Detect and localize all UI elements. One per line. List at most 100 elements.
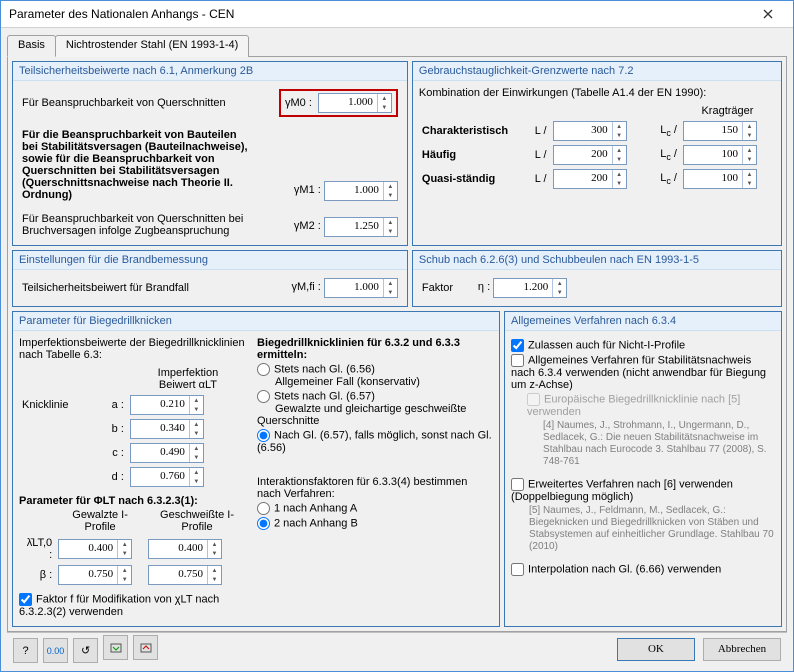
- spinner[interactable]: ▲▼: [383, 279, 397, 297]
- input-quasi-L[interactable]: ▲▼: [553, 169, 627, 189]
- checkbox-faktor-f[interactable]: Faktor f für Modifikation von χLT nach 6…: [19, 593, 249, 618]
- radio-input[interactable]: [257, 363, 270, 376]
- checkbox-interpolation[interactable]: Interpolation nach Gl. (6.66) verwenden: [511, 563, 775, 576]
- radio-label: Stets nach Gl. (6.57): [274, 390, 375, 402]
- radio-input[interactable]: [257, 429, 270, 442]
- radio-anhang-a[interactable]: 1 nach Anhang A: [257, 502, 493, 515]
- export-icon[interactable]: [133, 635, 158, 660]
- spinner[interactable]: ▲▼: [189, 468, 203, 486]
- input-field[interactable]: [554, 170, 612, 186]
- radio-gl657[interactable]: Stets nach Gl. (6.57)Gewalzte und gleich…: [257, 390, 493, 427]
- input-field[interactable]: [319, 94, 377, 110]
- spinner[interactable]: ▲▼: [117, 540, 131, 558]
- input-field[interactable]: [684, 122, 742, 138]
- checkbox-input[interactable]: [511, 478, 524, 491]
- checkbox-input[interactable]: [511, 354, 524, 367]
- checkbox-input[interactable]: [511, 339, 524, 352]
- input-field[interactable]: [325, 182, 383, 198]
- close-button[interactable]: [751, 5, 785, 23]
- spinner[interactable]: ▲▼: [207, 566, 221, 584]
- input-gamma-m2[interactable]: ▲▼: [324, 217, 398, 237]
- radio-input[interactable]: [257, 390, 270, 403]
- reference-text: [4] Naumes, J., Strohmann, I., Ungermann…: [543, 420, 775, 468]
- input-haufig-Lc[interactable]: ▲▼: [683, 145, 757, 165]
- input-beta-welded[interactable]: ▲▼: [148, 565, 222, 585]
- input-field[interactable]: [131, 420, 189, 436]
- spinner[interactable]: ▲▼: [383, 218, 397, 236]
- radio-gl656[interactable]: Stets nach Gl. (6.56)Allgemeiner Fall (k…: [257, 363, 493, 388]
- icon-toolbar: ? 0.00 ↺: [13, 635, 160, 663]
- checkbox-allg-verfahren[interactable]: Allgemeines Verfahren für Stabilitäts­na…: [511, 354, 775, 391]
- radio-gl657-fallback[interactable]: Nach Gl. (6.57), falls möglich, sonst na…: [257, 429, 493, 454]
- header: Imperfektion: [158, 367, 219, 379]
- input-gamma-mfi[interactable]: ▲▼: [324, 278, 398, 298]
- checkbox-input: [527, 393, 540, 406]
- help-icon[interactable]: ?: [13, 638, 38, 663]
- input-field[interactable]: [684, 170, 742, 186]
- label: Quasi-ständig: [422, 173, 495, 185]
- input-eta[interactable]: ▲▼: [493, 278, 567, 298]
- spinner[interactable]: ▲▼: [383, 182, 397, 200]
- checkbox-input[interactable]: [511, 563, 524, 576]
- spinner[interactable]: ▲▼: [207, 540, 221, 558]
- symbol: γM,fi :: [291, 281, 320, 293]
- input-quasi-Lc[interactable]: ▲▼: [683, 169, 757, 189]
- group-title: Teilsicherheitsbeiwerte nach 6.1, Anmerk…: [13, 62, 407, 81]
- tab-basis[interactable]: Basis: [7, 35, 56, 57]
- radio-input[interactable]: [257, 517, 270, 530]
- input-field[interactable]: [684, 146, 742, 162]
- checkbox-input[interactable]: [19, 593, 32, 606]
- input-field[interactable]: [59, 566, 117, 582]
- input-field[interactable]: [131, 468, 189, 484]
- input-gamma-m1[interactable]: ▲▼: [324, 181, 398, 201]
- spinner[interactable]: ▲▼: [377, 94, 391, 112]
- input-char-Lc[interactable]: ▲▼: [683, 121, 757, 141]
- spinner[interactable]: ▲▼: [612, 146, 626, 164]
- input-field[interactable]: [59, 540, 117, 556]
- input-char-L[interactable]: ▲▼: [553, 121, 627, 141]
- header: Kragträger: [680, 103, 775, 119]
- spinner[interactable]: ▲▼: [742, 170, 756, 188]
- input-field[interactable]: [494, 279, 552, 295]
- input-haufig-L[interactable]: ▲▼: [553, 145, 627, 165]
- input-beta-rolled[interactable]: ▲▼: [58, 565, 132, 585]
- radio-input[interactable]: [257, 502, 270, 515]
- col-imperfektion: Imperfektionsbeiwerte der Biegedrillknic…: [19, 337, 249, 620]
- radio-anhang-b[interactable]: 2 nach Anhang B: [257, 517, 493, 530]
- spinner[interactable]: ▲▼: [189, 444, 203, 462]
- import-icon[interactable]: [103, 635, 128, 660]
- input-field[interactable]: [325, 279, 383, 295]
- label: β :: [19, 563, 55, 587]
- checkbox-nicht-i[interactable]: Zulassen auch für Nicht-I-Profile: [511, 339, 775, 352]
- input-field[interactable]: [131, 444, 189, 460]
- input-field[interactable]: [325, 218, 383, 234]
- ok-button[interactable]: OK: [617, 638, 695, 661]
- spinner[interactable]: ▲▼: [742, 122, 756, 140]
- input-line-d[interactable]: ▲▼: [130, 467, 204, 487]
- input-lambda-rolled[interactable]: ▲▼: [58, 539, 132, 559]
- reset-icon[interactable]: ↺: [73, 638, 98, 663]
- spinner[interactable]: ▲▼: [189, 396, 203, 414]
- units-icon[interactable]: 0.00: [43, 638, 68, 663]
- spinner[interactable]: ▲▼: [552, 279, 566, 297]
- input-field[interactable]: [149, 540, 207, 556]
- spinner[interactable]: ▲▼: [189, 420, 203, 438]
- tab-nichtrostender[interactable]: Nichtrostender Stahl (EN 1993-1-4): [55, 35, 249, 57]
- spinner[interactable]: ▲▼: [612, 122, 626, 140]
- spinner[interactable]: ▲▼: [612, 170, 626, 188]
- input-lambda-welded[interactable]: ▲▼: [148, 539, 222, 559]
- input-gamma-m0[interactable]: ▲▼: [318, 93, 392, 113]
- spinner[interactable]: ▲▼: [117, 566, 131, 584]
- label: d :: [99, 465, 127, 489]
- input-line-b[interactable]: ▲▼: [130, 419, 204, 439]
- checkbox-erweitertes[interactable]: Erweitertes Verfahren nach [6] verwenden…: [511, 478, 775, 503]
- input-field[interactable]: [554, 122, 612, 138]
- spinner[interactable]: ▲▼: [742, 146, 756, 164]
- cancel-button[interactable]: Abbrechen: [703, 638, 781, 661]
- input-field[interactable]: [131, 396, 189, 412]
- input-field[interactable]: [149, 566, 207, 582]
- input-line-c[interactable]: ▲▼: [130, 443, 204, 463]
- input-line-a[interactable]: ▲▼: [130, 395, 204, 415]
- tab-bar: Basis Nichtrostender Stahl (EN 1993-1-4): [7, 34, 787, 57]
- input-field[interactable]: [554, 146, 612, 162]
